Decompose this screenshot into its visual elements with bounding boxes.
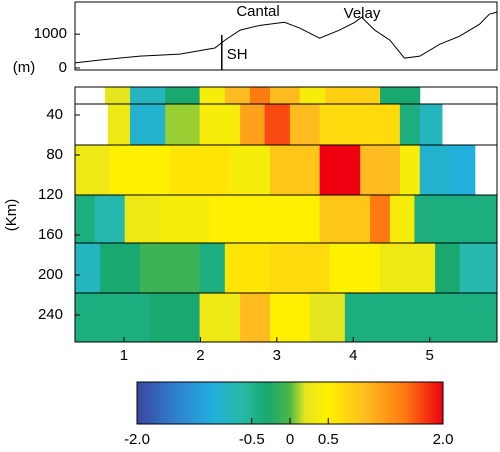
colorbar-tick-label: 0: [286, 431, 294, 448]
cell: [139, 243, 201, 293]
cell: [224, 87, 251, 104]
cell: [299, 87, 326, 104]
colorbar: [136, 381, 444, 425]
panel-frame: [74, 86, 498, 343]
cell: [419, 145, 451, 195]
y-tick-label: 0: [59, 59, 67, 76]
cell: [435, 243, 461, 293]
cell: [169, 145, 231, 195]
colorbar-tick-label: -2.0: [124, 431, 150, 448]
cell: [380, 87, 421, 104]
cell: [130, 104, 166, 145]
cell: [449, 145, 476, 195]
cell: [159, 195, 211, 243]
cell: [240, 104, 266, 145]
cell: [269, 293, 311, 342]
cell: [104, 87, 131, 104]
cell: [107, 104, 131, 145]
cell: [264, 104, 291, 145]
cell: [149, 293, 201, 342]
cell: [230, 145, 271, 195]
colorbar-tick-label: 0.5: [318, 431, 339, 448]
cell: [269, 87, 301, 104]
cell: [360, 145, 401, 195]
cell: [199, 104, 241, 145]
panel-frame: [74, 1, 498, 71]
y-tick-label: 80: [46, 146, 63, 163]
cell: [110, 145, 171, 195]
y-tick-label: 120: [38, 186, 63, 203]
y-tick-label: 200: [38, 266, 63, 283]
cell: [380, 243, 436, 293]
cell: [319, 145, 361, 195]
cell: [269, 243, 331, 293]
cell: [289, 104, 321, 145]
cell: [319, 104, 401, 145]
cell: [199, 87, 226, 104]
cell: [414, 195, 498, 243]
marker-label: SH: [227, 46, 248, 63]
x-tick-label: 4: [349, 347, 357, 364]
y-tick-label: 1000: [34, 25, 67, 42]
y-tick-label: 40: [46, 106, 63, 123]
cell: [459, 243, 498, 293]
cell: [224, 243, 271, 293]
y-axis-label: (Km): [3, 199, 20, 232]
cell: [75, 145, 111, 195]
cell: [124, 195, 161, 243]
cell: [250, 87, 271, 104]
cell: [324, 87, 381, 104]
cell: [100, 243, 141, 293]
cell: [399, 145, 421, 195]
cell: [309, 293, 346, 342]
cell: [165, 104, 201, 145]
cell: [75, 243, 101, 293]
annotation: Velay: [344, 5, 381, 22]
annotation: Cantal: [236, 3, 279, 20]
x-tick-label: 1: [120, 347, 128, 364]
cell: [165, 87, 201, 104]
cell: [370, 195, 391, 243]
cell: [389, 195, 415, 243]
x-tick-label: 2: [196, 347, 204, 364]
cell: [75, 195, 96, 243]
y-tick-label: 240: [38, 306, 63, 323]
cell: [94, 195, 126, 243]
y-axis-label: (m): [13, 59, 36, 76]
x-tick-label: 5: [426, 347, 434, 364]
topography-line: [74, 11, 498, 64]
cell: [399, 104, 421, 145]
colorbar-tick-label: -0.5: [239, 431, 265, 448]
cell: [419, 104, 443, 145]
cell: [130, 87, 166, 104]
cell: [329, 243, 381, 293]
cell: [240, 293, 271, 342]
y-tick-label: 160: [38, 226, 63, 243]
x-tick-label: 3: [273, 347, 281, 364]
cell: [260, 195, 321, 243]
cell: [199, 243, 226, 293]
cell: [209, 195, 261, 243]
cell: [75, 293, 151, 342]
colorbar-tick-label: 2.0: [433, 431, 454, 448]
cell: [199, 293, 241, 342]
cell: [269, 145, 321, 195]
cell: [344, 293, 498, 342]
cell: [319, 195, 371, 243]
